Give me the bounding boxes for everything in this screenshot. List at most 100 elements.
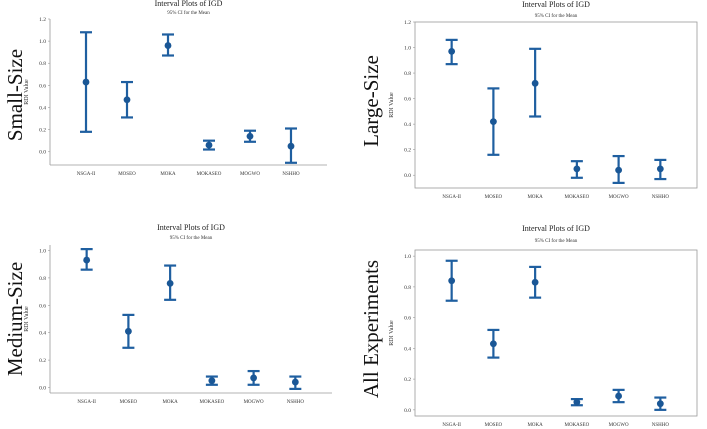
mean-point bbox=[250, 374, 258, 382]
x-tick-label: MOGWO bbox=[609, 423, 629, 428]
y-tick-label: 0.2 bbox=[39, 128, 46, 134]
y-tick-label: 0.2 bbox=[404, 377, 411, 383]
interval-plot-panel-3: Medium-Size Interval Plots of IGD 95% CI f… bbox=[3, 223, 332, 405]
mean-point bbox=[124, 327, 132, 335]
mean-point bbox=[164, 42, 172, 49]
y-tick-label: 0.2 bbox=[404, 148, 411, 154]
interval-mokaseo bbox=[205, 375, 218, 386]
interval-mogwo bbox=[243, 129, 256, 143]
y-tick-label: 1.0 bbox=[404, 46, 411, 52]
interval-plot-panel-4: All Experiments Interval Plots of IGD 95% … bbox=[359, 224, 698, 428]
mean-point bbox=[205, 141, 213, 149]
mean-point bbox=[531, 278, 539, 286]
mean-point bbox=[123, 96, 131, 104]
interval-moseo bbox=[487, 87, 500, 156]
interval-nshho bbox=[654, 158, 667, 181]
chart-subtitle: 95% CI for the Mean bbox=[535, 14, 578, 19]
chart-title: Interval Plots of IGD bbox=[155, 0, 223, 8]
y-tick-label: 1.0 bbox=[39, 248, 46, 254]
mean-point bbox=[615, 166, 623, 174]
panel-side-label: All Experiments bbox=[359, 260, 383, 398]
y-tick-label: 0.4 bbox=[39, 331, 46, 337]
y-axis-label: RDI Value bbox=[389, 92, 395, 118]
y-tick-label: 0.2 bbox=[39, 358, 46, 364]
x-tick-label: NSHHO bbox=[282, 172, 300, 177]
x-tick-label: NSGA-II bbox=[77, 400, 96, 405]
y-tick-label: 0.0 bbox=[39, 150, 46, 156]
interval-plot-panel-1: Small-Size Interval Plots of IGD 95% CI fo… bbox=[3, 0, 327, 177]
x-tick-label: MOKASEO bbox=[565, 195, 590, 200]
x-tick-label: MOSEO bbox=[485, 195, 503, 200]
interval-mogwo bbox=[612, 388, 625, 404]
x-tick-label: MOSEO bbox=[120, 400, 138, 405]
x-tick-label: MOKA bbox=[527, 195, 543, 200]
mean-point bbox=[489, 340, 497, 348]
y-tick-label: 0.8 bbox=[39, 61, 46, 67]
mean-point bbox=[246, 132, 254, 140]
mean-point bbox=[448, 277, 456, 285]
y-tick-label: 0.0 bbox=[404, 173, 411, 179]
chart-title: Interval Plots of IGD bbox=[157, 223, 225, 232]
mean-point bbox=[656, 400, 664, 408]
plot-frame bbox=[414, 249, 698, 417]
x-tick-label: MOSEO bbox=[118, 172, 136, 177]
interval-nsga-ii bbox=[445, 259, 458, 302]
interval-mogwo bbox=[612, 154, 625, 184]
plot-frame bbox=[414, 21, 698, 189]
interval-nshho bbox=[289, 375, 302, 390]
interval-nsga-ii bbox=[80, 31, 93, 133]
y-tick-label: 0.6 bbox=[404, 316, 411, 322]
mean-point bbox=[82, 78, 90, 86]
y-axis-label: RDI Value bbox=[389, 320, 395, 346]
interval-nsga-ii bbox=[445, 38, 458, 66]
panel-side-label: Small-Size bbox=[3, 49, 27, 141]
y-tick-label: 0.4 bbox=[404, 122, 411, 128]
mean-point bbox=[531, 79, 539, 87]
interval-moseo bbox=[487, 328, 500, 359]
y-tick-label: 0.4 bbox=[39, 105, 46, 111]
chart-subtitle: 95% CI for the Mean bbox=[167, 11, 210, 16]
interval-nshho bbox=[284, 127, 297, 164]
interval-plot-panel-2: Large-Size Interval Plots of IGD 95% CI fo… bbox=[359, 0, 698, 200]
interval-moka bbox=[529, 265, 542, 299]
y-axis-label: RDI Value bbox=[24, 79, 30, 105]
x-tick-label: MOSEO bbox=[485, 423, 503, 428]
interval-mokaseo bbox=[570, 397, 583, 407]
chart-subtitle: 95% CI for the Mean bbox=[170, 236, 213, 241]
interval-moseo bbox=[122, 313, 135, 349]
x-tick-label: MOGWO bbox=[609, 195, 629, 200]
x-tick-label: MOKA bbox=[162, 400, 178, 405]
mean-point bbox=[208, 377, 216, 385]
x-tick-label: NSHHO bbox=[652, 195, 670, 200]
mean-point bbox=[615, 392, 623, 400]
interval-moka bbox=[164, 264, 177, 301]
interval-mogwo bbox=[247, 369, 260, 386]
interval-moseo bbox=[121, 80, 134, 119]
x-tick-label: NSGA-II bbox=[442, 423, 461, 428]
x-tick-label: MOKA bbox=[527, 423, 543, 428]
interval-moka bbox=[529, 47, 542, 118]
x-tick-label: MOKASEO bbox=[200, 400, 225, 405]
x-tick-label: MOKASEO bbox=[197, 172, 222, 177]
x-tick-label: NSGA-II bbox=[77, 172, 96, 177]
panel-side-label: Large-Size bbox=[359, 55, 383, 147]
mean-point bbox=[83, 256, 91, 264]
mean-point bbox=[573, 165, 581, 173]
interval-nsga-ii bbox=[80, 248, 93, 271]
mean-point bbox=[287, 142, 295, 150]
mean-point bbox=[166, 279, 174, 287]
interval-nshho bbox=[654, 396, 667, 411]
chart-title: Interval Plots of IGD bbox=[522, 224, 590, 233]
x-tick-label: MOKA bbox=[160, 172, 176, 177]
interval-moka bbox=[162, 33, 175, 57]
y-axis-label: RDI Value bbox=[24, 306, 30, 332]
chart-subtitle: 95% CI for the Mean bbox=[535, 239, 578, 244]
mean-point bbox=[489, 118, 497, 125]
y-tick-label: 0.8 bbox=[39, 276, 46, 282]
y-tick-label: 0.0 bbox=[404, 408, 411, 414]
x-tick-label: MOGWO bbox=[244, 400, 264, 405]
y-tick-label: 1.2 bbox=[39, 17, 46, 23]
y-tick-label: 0.6 bbox=[39, 303, 46, 309]
mean-point bbox=[573, 398, 581, 406]
